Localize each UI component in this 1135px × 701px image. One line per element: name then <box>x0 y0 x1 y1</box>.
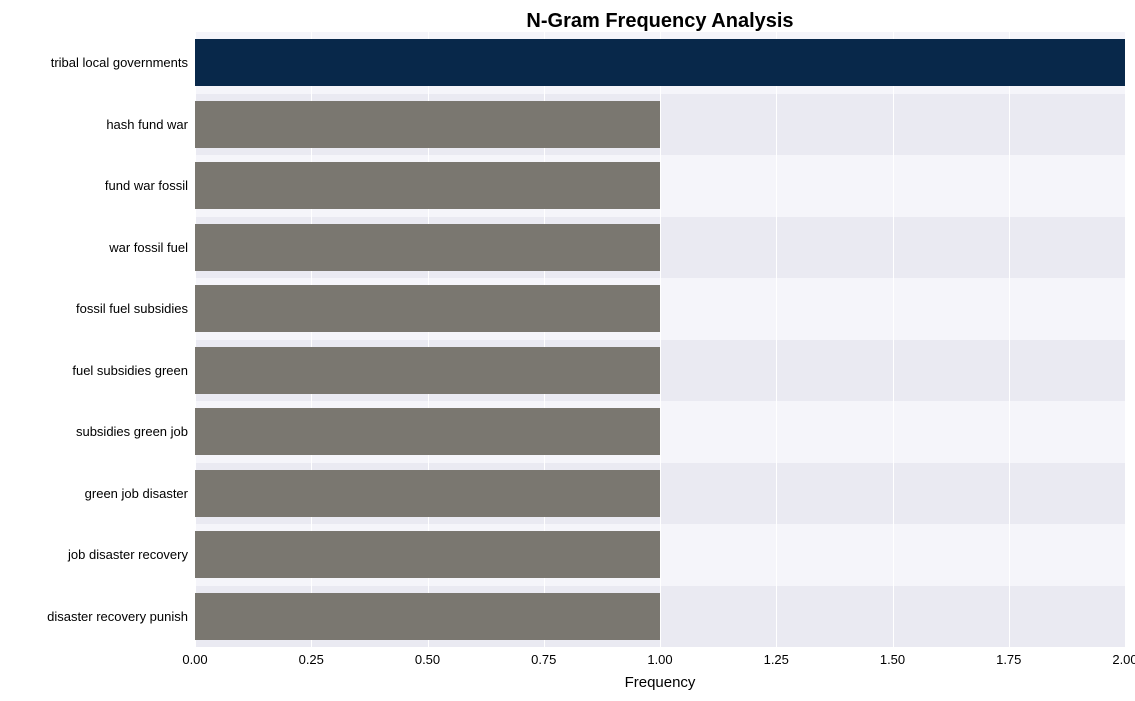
gridline <box>1009 32 1010 647</box>
y-tick-label: war fossil fuel <box>109 240 188 255</box>
x-tick-label: 0.75 <box>531 652 556 667</box>
x-tick-label: 0.50 <box>415 652 440 667</box>
bar <box>195 347 660 394</box>
y-tick-label: green job disaster <box>85 486 188 501</box>
bar <box>195 101 660 148</box>
bar <box>195 285 660 332</box>
bar <box>195 162 660 209</box>
x-tick-label: 1.50 <box>880 652 905 667</box>
y-tick-label: job disaster recovery <box>68 547 188 562</box>
x-tick-label: 1.75 <box>996 652 1021 667</box>
y-tick-label: tribal local governments <box>51 55 188 70</box>
x-tick-label: 0.25 <box>299 652 324 667</box>
gridline <box>893 32 894 647</box>
x-tick-label: 2.00 <box>1112 652 1135 667</box>
bar <box>195 531 660 578</box>
bar <box>195 470 660 517</box>
gridline <box>776 32 777 647</box>
y-tick-label: fossil fuel subsidies <box>76 301 188 316</box>
y-tick-label: disaster recovery punish <box>47 609 188 624</box>
x-tick-label: 1.25 <box>764 652 789 667</box>
ngram-chart: N-Gram Frequency Analysis Frequency trib… <box>0 0 1135 701</box>
bar <box>195 39 1125 86</box>
x-tick-label: 0.00 <box>182 652 207 667</box>
y-tick-label: subsidies green job <box>76 424 188 439</box>
x-axis-label: Frequency <box>195 674 1125 691</box>
chart-title: N-Gram Frequency Analysis <box>195 10 1125 33</box>
bar <box>195 224 660 271</box>
y-tick-label: hash fund war <box>106 117 188 132</box>
gridline <box>1125 32 1126 647</box>
y-tick-label: fund war fossil <box>105 178 188 193</box>
bar <box>195 593 660 640</box>
plot-area <box>195 32 1125 647</box>
gridline <box>660 32 661 647</box>
bar <box>195 408 660 455</box>
y-tick-label: fuel subsidies green <box>72 363 188 378</box>
x-tick-label: 1.00 <box>647 652 672 667</box>
